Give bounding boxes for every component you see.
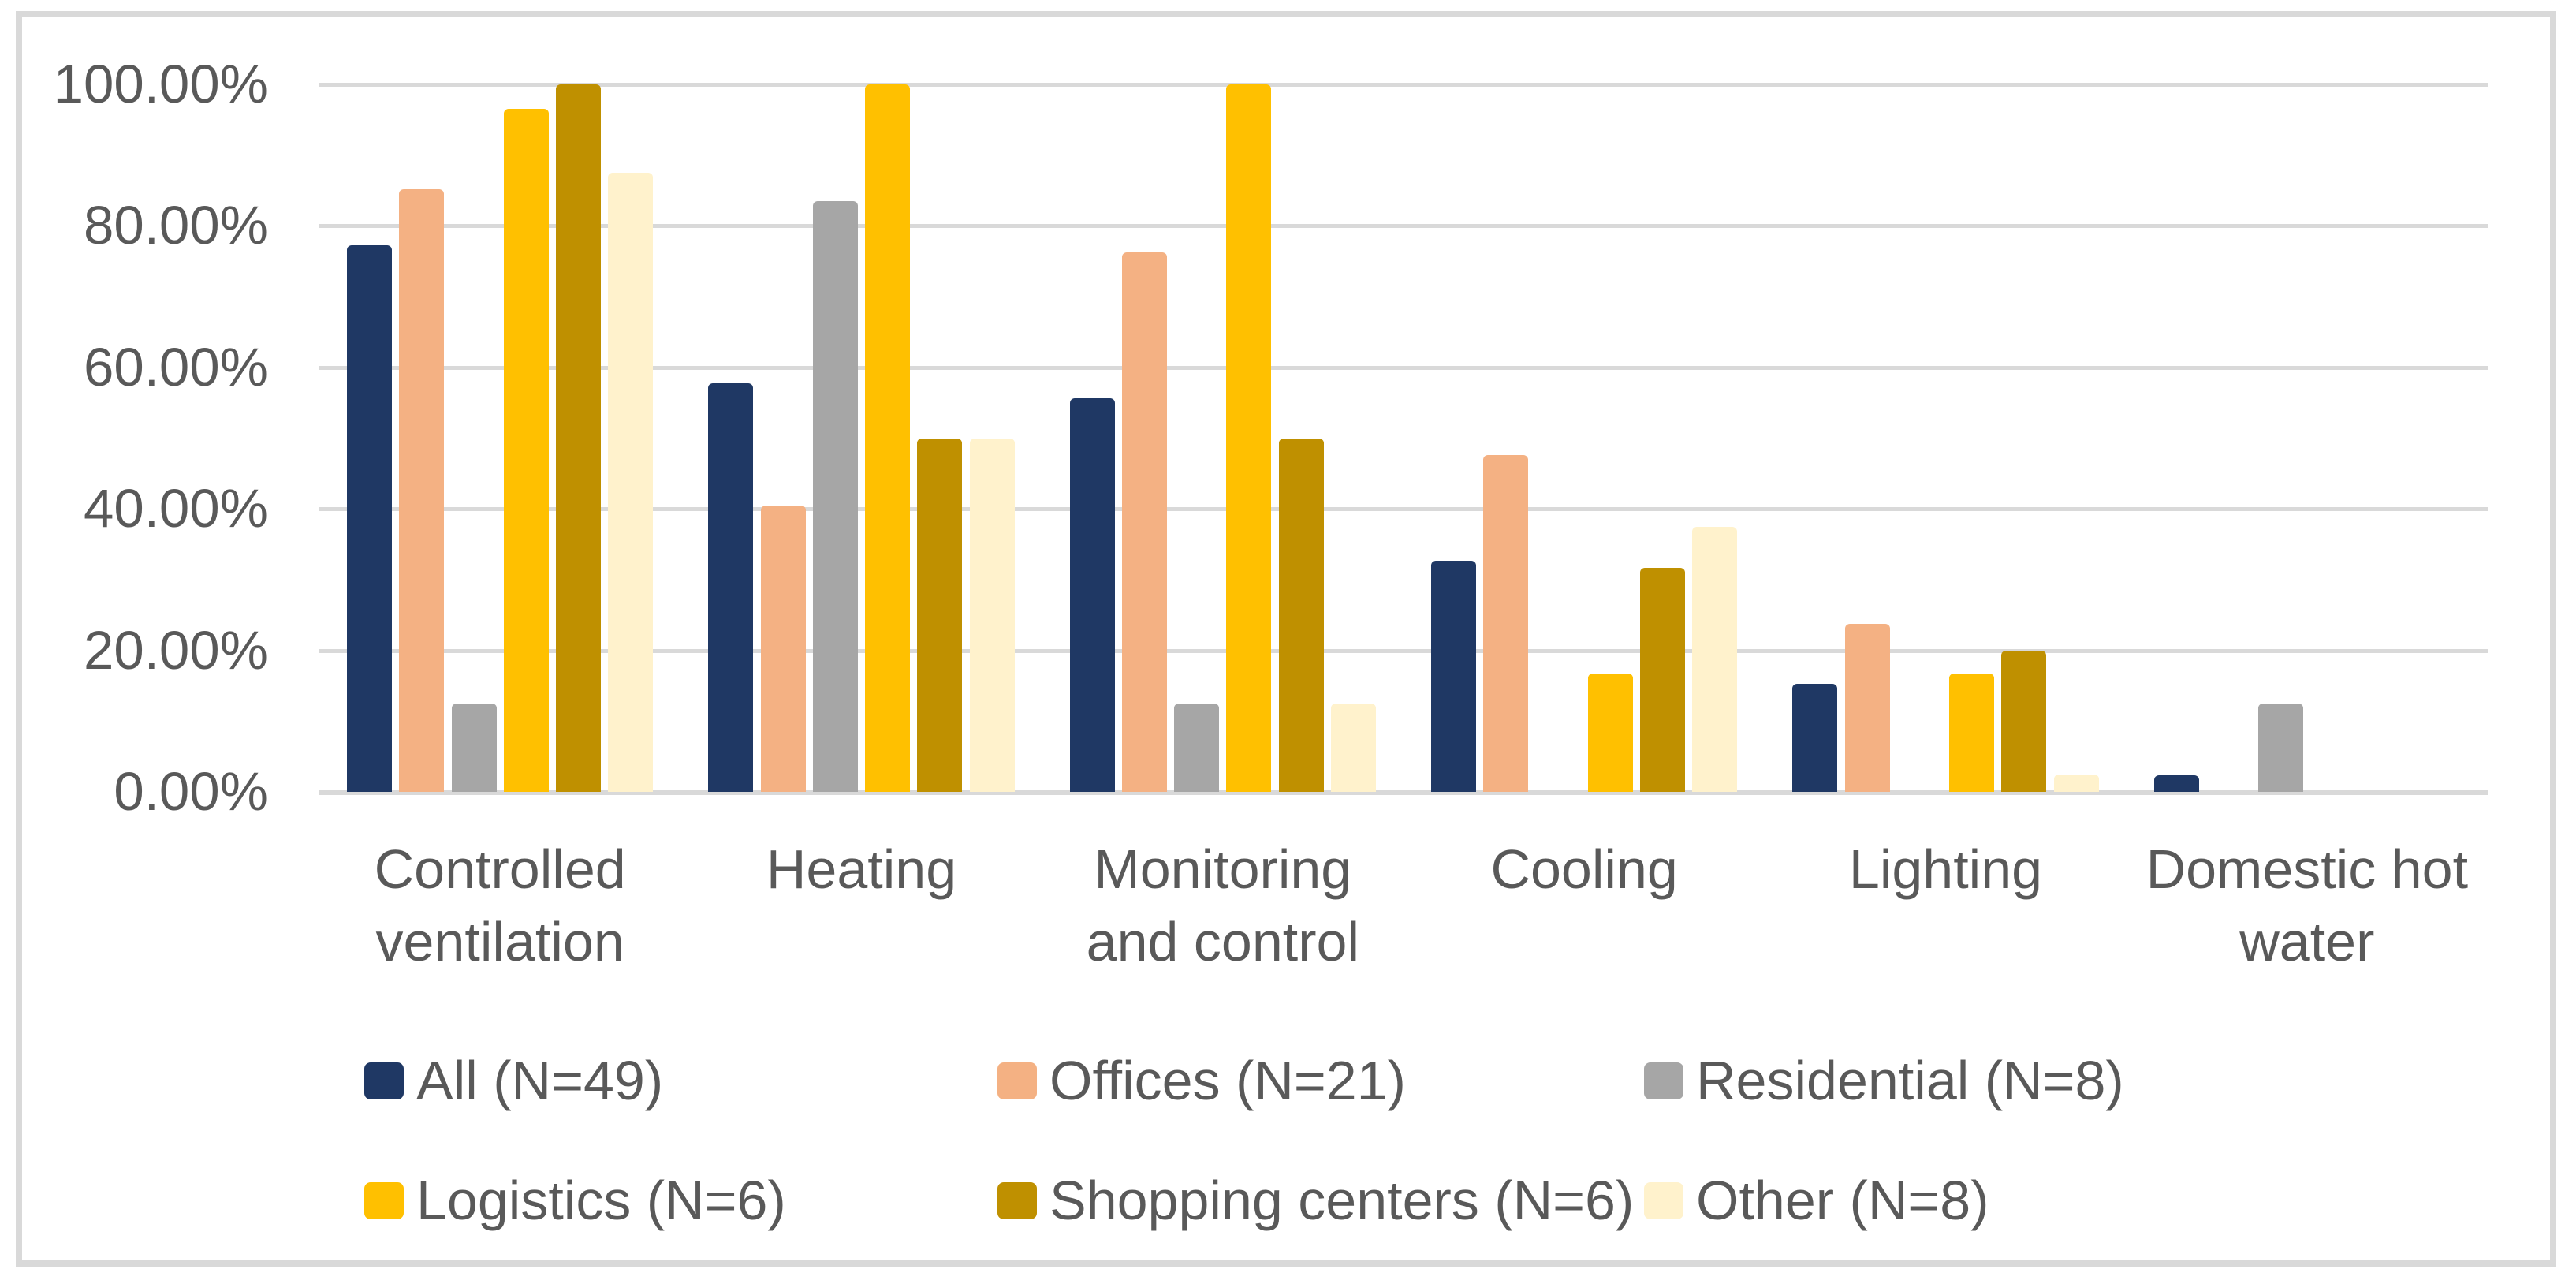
category-label-line: Heating [766,838,957,900]
legend-swatch-logistics [364,1181,404,1219]
bar-residential-domestic-hot-water [2258,703,2304,792]
legend-label-all: All (N=49) [416,1050,664,1111]
legend-swatch-residential [1644,1062,1683,1099]
y-axis-label-80: 80.00% [83,195,268,256]
bar-all-controlled-ventilation [346,244,392,792]
legend-item-shopping-centers: Shopping centers (N=6) [997,1169,1634,1232]
category-label-line: water [2239,911,2375,972]
bar-shopping-centers-controlled-ventilation [556,84,602,792]
bar-logistics-heating [865,84,911,792]
bar-offices-controlled-ventilation [399,188,445,792]
gridline-0 [319,790,2488,795]
legend-item-all: All (N=49) [364,1049,663,1112]
gridline-60 [319,365,2488,370]
category-label-cooling: Cooling [1229,833,1939,905]
bar-offices-heating [760,505,806,792]
bar-residential-monitoring-and-control [1174,703,1220,792]
bar-shopping-centers-cooling [1640,567,1686,792]
bar-all-heating [708,383,754,792]
bar-other-heating [969,438,1015,792]
category-label-line: and control [1086,911,1359,972]
legend-swatch-offices [997,1062,1037,1099]
bar-offices-cooling [1483,455,1529,792]
bar-residential-controlled-ventilation [451,703,497,792]
category-label-line: ventilation [375,911,624,972]
legend-label-shopping-centers: Shopping centers (N=6) [1049,1170,1635,1231]
bar-residential-heating [812,201,858,792]
bar-other-monitoring-and-control [1331,703,1377,792]
y-axis-label-60: 60.00% [83,336,268,398]
bar-all-cooling [1430,560,1476,792]
bar-all-monitoring-and-control [1069,398,1115,792]
legend-item-offices: Offices (N=21) [997,1049,1406,1112]
legend-label-residential: Residential (N=8) [1696,1050,2124,1111]
category-label-controlled-ventilation: Controlled ventilation [145,833,855,978]
chart-frame [16,11,2556,1267]
bar-offices-lighting [1844,623,1890,792]
legend-label-logistics: Logistics (N=6) [416,1170,786,1231]
legend-label-other: Other (N=8) [1696,1170,1989,1231]
legend-swatch-all [364,1062,404,1099]
bar-other-lighting [2053,775,2099,792]
y-axis-label-100: 100.00% [53,54,268,114]
category-label-line: Cooling [1490,838,1678,900]
bar-all-lighting [1792,683,1838,792]
gridline-80 [319,224,2488,229]
legend-label-offices: Offices (N=21) [1049,1050,1406,1111]
category-label-line: Domestic hot [2145,838,2469,900]
bar-shopping-centers-monitoring-and-control [1278,438,1324,792]
bar-other-controlled-ventilation [608,173,654,792]
category-label-domestic-hot-water: Domestic hot water [1952,833,2576,978]
bar-shopping-centers-lighting [2001,650,2047,792]
y-axis-label-0: 0.00% [114,761,268,822]
category-label-line: Controlled [374,838,626,900]
legend-item-residential: Residential (N=8) [1644,1049,2124,1112]
category-label-heating: Heating [507,833,1217,905]
gridline-100 [319,83,2488,87]
category-label-monitoring-and-control: Monitoring and control [868,833,1578,978]
legend-swatch-shopping-centers [997,1181,1037,1219]
bar-logistics-cooling [1587,674,1633,792]
gridline-20 [319,648,2488,653]
category-label-line: Lighting [1848,838,2043,900]
bar-other-cooling [1692,526,1738,792]
bar-logistics-controlled-ventilation [503,109,549,792]
y-axis-label-40: 40.00% [83,478,268,539]
bar-logistics-lighting [1949,674,1995,792]
legend-item-logistics: Logistics (N=6) [364,1169,786,1232]
y-axis-label-20: 20.00% [83,619,268,681]
legend-swatch-other [1644,1181,1683,1219]
category-label-lighting: Lighting [1591,833,2301,905]
category-label-line: Monitoring [1094,838,1352,900]
bar-all-domestic-hot-water [2153,775,2199,792]
gridline-40 [319,507,2488,512]
bar-offices-monitoring-and-control [1121,252,1167,792]
bar-logistics-monitoring-and-control [1226,84,1272,792]
legend-item-other: Other (N=8) [1644,1169,1989,1232]
bar-shopping-centers-heating [917,438,963,792]
